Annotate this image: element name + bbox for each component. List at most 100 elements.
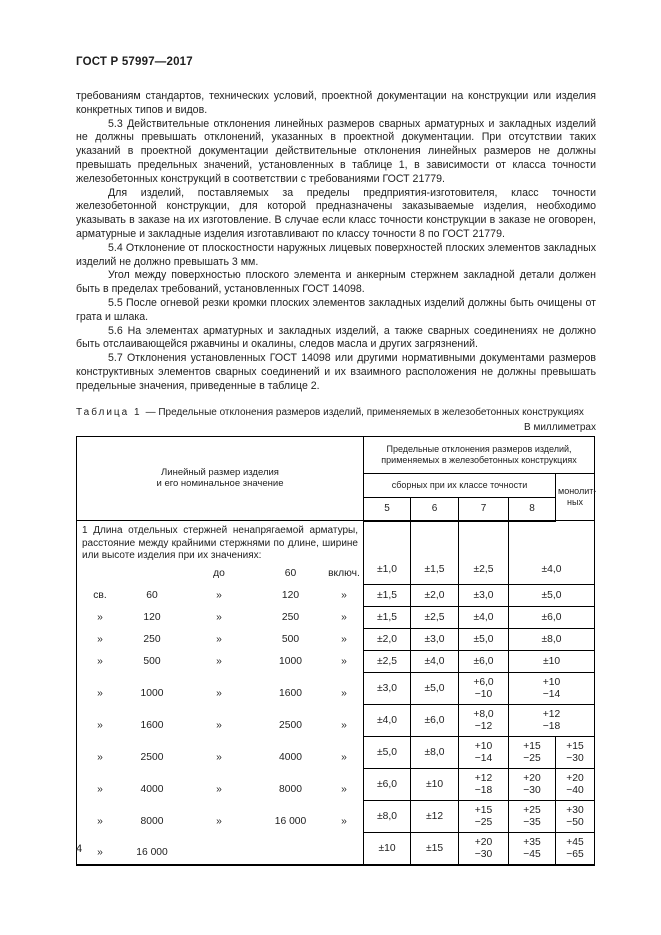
deviation-value: ±10: [363, 832, 411, 866]
size-range: » 250 » 500 »: [77, 629, 363, 651]
range-part: »: [216, 633, 222, 645]
table-row: » 2500 » 4000 » ±5,0 ±8,0 +10 −14 +15 −25 +15 −30: [76, 736, 596, 770]
range-part: »: [341, 611, 347, 623]
deviation-value: ±5,0: [410, 672, 459, 706]
table-row: » 500 » 1000 » ±2,5 ±4,0 ±6,0 ±10: [76, 650, 596, 674]
body-text: требованиям стандартов, технических усло…: [76, 90, 596, 394]
deviation-value: ±8,0: [410, 736, 459, 770]
range-part: »: [97, 611, 103, 623]
deviation-value: ±6,0: [363, 768, 411, 802]
range-part: »: [216, 589, 222, 601]
range-part: »: [341, 815, 347, 827]
deviation-value: ±2,5: [363, 650, 411, 674]
range-part: св.: [93, 589, 107, 601]
table-row: 1 Длина отдельных стержней ненапрягаемой…: [76, 520, 596, 586]
range-part: 16 000: [136, 847, 168, 859]
size-range: до 60 включ.: [77, 563, 363, 585]
deviation-value: ±4,0: [410, 650, 459, 674]
deviation-value: ±1,0: [363, 520, 411, 586]
table-row: » 120 » 250 » ±1,5 ±2,5 ±4,0 ±6,0: [76, 606, 596, 630]
units-note: В миллиметрах: [524, 421, 596, 433]
column-subheader-precast: сборных при их классе точности: [363, 472, 556, 498]
paragraph: Для изделий, поставляемых за пределы пре…: [76, 186, 596, 240]
range-part: [77, 568, 123, 579]
paragraph: Угол между поверхностью плоского элемент…: [76, 269, 596, 296]
size-range-cell: » 1600 » 2500 »: [76, 704, 364, 737]
limits-table: Линейный размер изделия и его номинально…: [76, 435, 596, 867]
range-part: 500: [143, 655, 161, 667]
range-part: »: [97, 633, 103, 645]
size-range-cell: » 250 » 500 »: [76, 628, 364, 651]
size-range-cell: » 2500 » 4000 »: [76, 736, 364, 769]
deviation-value: ±2,5: [410, 606, 459, 630]
deviation-value: +35 −45: [508, 832, 556, 866]
range-part: 8000: [279, 783, 302, 795]
deviation-value: ±5,0: [507, 584, 596, 608]
column-header-linear-size: Линейный размер изделия и его номинально…: [76, 435, 364, 522]
paragraph: 5.7 Отклонения установленных ГОСТ 14098 …: [76, 352, 596, 392]
table-caption-label: Таблица 1: [76, 406, 142, 418]
deviation-value: ±3,0: [458, 584, 509, 608]
size-range: » 4000 » 8000 »: [77, 779, 363, 801]
range-part: »: [341, 719, 347, 731]
deviation-value: ±8,0: [507, 628, 596, 652]
table-caption: Таблица 1— Предельные отклонения размеро…: [76, 407, 596, 419]
size-range: » 1000 » 1600 »: [77, 683, 363, 705]
range-part: »: [97, 815, 103, 827]
size-range: » 2500 » 4000 »: [77, 747, 363, 769]
deviation-value: ±2,0: [410, 584, 459, 608]
range-part: »: [341, 633, 347, 645]
paragraph: 5.3 Действительные отклонения линейных р…: [76, 117, 596, 185]
paragraph: 5.4 Отклонение от плоскостности наружных…: [76, 241, 596, 268]
deviation-value: ±10: [410, 768, 459, 802]
table-row: св. 60 » 120 » ±1,5 ±2,0 ±3,0 ±5,0: [76, 584, 596, 608]
deviation-value: ±4,0: [458, 606, 509, 630]
table-item-description: 1 Длина отдельных стержней ненапрягаемой…: [82, 525, 358, 562]
deviation-value: +20 −30: [458, 832, 509, 866]
size-range-cell: 1 Длина отдельных стержней ненапрягаемой…: [76, 520, 364, 585]
table-row: » 16 000 ±10 ±15 +20 −30 +35 −45 +45 −65: [76, 832, 596, 866]
range-part: 1600: [279, 687, 302, 699]
table-row: » 4000 » 8000 » ±6,0 ±10 +12 −18 +20 −30 +20 −40: [76, 768, 596, 802]
deviation-value: +30 −50: [554, 800, 596, 834]
column-header-class-6: 6: [410, 496, 459, 522]
deviation-value: +12 −18: [507, 704, 596, 738]
deviation-value: +15 −25: [458, 800, 509, 834]
range-part: 4000: [279, 751, 302, 763]
range-part: 1000: [140, 687, 164, 699]
range-part: [181, 847, 257, 858]
range-part: 120: [143, 611, 161, 623]
size-range-cell: » 1000 » 1600 »: [76, 672, 364, 705]
range-part: 1000: [279, 655, 302, 667]
deviation-value: +10 −14: [507, 672, 596, 706]
deviation-value: ±1,5: [363, 606, 411, 630]
deviation-value: +10 −14: [458, 736, 509, 770]
deviation-value: +8,0 −12: [458, 704, 509, 738]
size-range: » 1600 » 2500 »: [77, 715, 363, 737]
deviation-value: +15 −25: [508, 736, 556, 770]
range-part: »: [216, 687, 222, 699]
table-row: » 1000 » 1600 » ±3,0 ±5,0 +6,0 −10 +10 −14: [76, 672, 596, 706]
range-part: 8000: [140, 815, 164, 827]
accuracy-class-row: 5 6 7 8: [77, 496, 595, 522]
size-range: » 8000 » 16 000 »: [77, 811, 363, 833]
deviation-value: ±3,0: [410, 628, 459, 652]
range-part: 250: [281, 611, 300, 623]
deviation-value: +6,0 −10: [458, 672, 509, 706]
size-range-cell: » 16 000: [76, 832, 364, 866]
deviation-value: ±1,5: [410, 520, 459, 586]
range-part: »: [97, 847, 103, 859]
deviation-value: ±15: [410, 832, 459, 866]
range-part: »: [216, 815, 222, 827]
range-part: [123, 568, 181, 579]
paragraph: требованиям стандартов, технических усло…: [76, 90, 596, 116]
deviation-value: ±1,5: [363, 584, 411, 608]
deviation-value: ±12: [410, 800, 459, 834]
size-range: » 16 000: [77, 842, 363, 864]
deviation-value: +45 −65: [554, 832, 596, 866]
column-header-monolithic: монолит- ных: [554, 472, 596, 522]
range-part: »: [97, 655, 103, 667]
deviation-value: +20 −30: [508, 768, 556, 802]
size-range: » 120 » 250 »: [77, 607, 363, 629]
